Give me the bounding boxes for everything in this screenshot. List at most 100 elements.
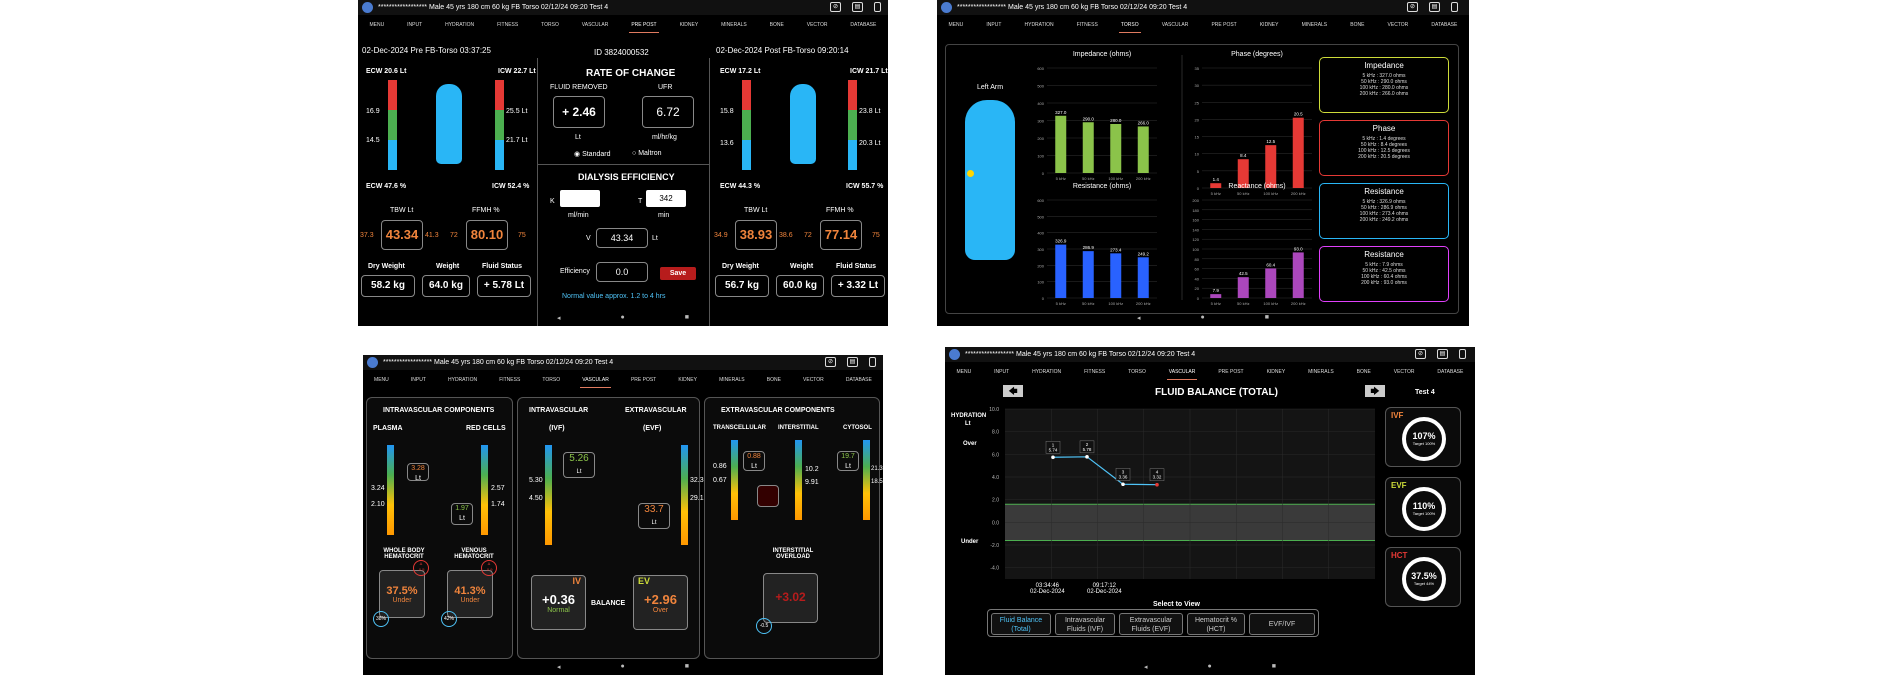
nav-database[interactable]: DATABASE	[1437, 369, 1464, 375]
nav-kidney[interactable]: KIDNEY	[679, 22, 699, 28]
nav-torso[interactable]: TORSO	[1118, 19, 1141, 33]
home-icon[interactable]: ●	[1200, 314, 1205, 321]
nav-torso[interactable]: TORSO	[542, 377, 561, 383]
fluid-removed-value[interactable]: + 2.46	[553, 96, 605, 128]
nav-pre-post[interactable]: PRE POST	[629, 19, 659, 33]
nav-database[interactable]: DATABASE	[845, 377, 872, 383]
evf-value[interactable]: 33.7 Lt	[638, 503, 670, 529]
btn-ivf[interactable]: Intravascular Fluids (IVF)	[1055, 613, 1115, 635]
nav-pre-post[interactable]: PRE POST	[1218, 369, 1244, 375]
nav-bone[interactable]: BONE	[769, 22, 784, 28]
cyto-value[interactable]: 19.7 Lt	[837, 451, 859, 471]
nav-torso[interactable]: TORSO	[541, 22, 559, 28]
radio-maltron[interactable]: ○ Maltron	[632, 150, 662, 157]
eye-off-icon[interactable]: ⊘	[825, 357, 836, 367]
inter-value[interactable]	[757, 485, 779, 507]
pre-weight[interactable]: 64.0 kg	[422, 275, 470, 297]
nav-vector[interactable]: VECTOR	[806, 22, 828, 28]
nav-vascular[interactable]: VASCULAR	[580, 374, 611, 388]
nav-database[interactable]: DATABASE	[850, 22, 877, 28]
nav-bone[interactable]: BONE	[1350, 22, 1365, 28]
post-weight[interactable]: 60.0 kg	[776, 275, 824, 297]
nav-minerals[interactable]: MINERALS	[1301, 22, 1328, 28]
summary-card-impedance[interactable]: Impedance 5 kHz : 327.0 ohms 50 kHz : 290.…	[1319, 57, 1449, 113]
eye-off-icon[interactable]: ⊘	[1407, 2, 1418, 12]
nav-minerals[interactable]: MINERALS	[1308, 369, 1334, 375]
k-input[interactable]	[560, 190, 600, 207]
nav-hydration[interactable]: HYDRATION	[1032, 369, 1062, 375]
nav-input[interactable]: INPUT	[407, 22, 423, 28]
back-icon[interactable]: ◂	[557, 664, 561, 671]
nav-pre-post[interactable]: PRE POST	[1211, 22, 1237, 28]
nav-torso[interactable]: TORSO	[1128, 369, 1146, 375]
nav-menu[interactable]: MENU	[948, 22, 964, 28]
nav-minerals[interactable]: MINERALS	[721, 22, 747, 28]
nav-vector[interactable]: VECTOR	[1393, 369, 1415, 375]
post-fluid-status[interactable]: + 3.32 Lt	[831, 275, 885, 297]
nav-vector[interactable]: VECTOR	[803, 377, 824, 383]
home-icon[interactable]: ●	[620, 314, 625, 321]
save-button[interactable]: Save	[660, 267, 696, 280]
nav-vascular[interactable]: VASCULAR	[1166, 366, 1198, 380]
eye-off-icon[interactable]: ⊘	[830, 2, 841, 12]
red-value[interactable]: 1.97 Lt	[451, 503, 473, 525]
efficiency-value[interactable]: 0.0	[596, 262, 648, 282]
next-arrow-icon[interactable]: 🡆	[1365, 385, 1385, 397]
nav-menu[interactable]: MENU	[369, 22, 385, 28]
post-dry-weight[interactable]: 56.7 kg	[715, 275, 769, 297]
summary-card-phase[interactable]: Phase 5 kHz : 1.4 degrees 50 kHz : 8.4 deg…	[1319, 120, 1449, 176]
home-icon[interactable]: ●	[620, 663, 625, 670]
ivf-value[interactable]: 5.26 Lt	[563, 452, 595, 478]
print-icon[interactable]: ▤	[1429, 2, 1440, 12]
post-title[interactable]: 02-Dec-2024 Post FB-Torso 09:20:14	[716, 46, 849, 55]
plasma-value[interactable]: 3.28 Lt	[407, 463, 429, 482]
back-icon[interactable]: ◂	[1137, 315, 1141, 322]
pre-title[interactable]: 02-Dec-2024 Pre FB-Torso 03:37:25	[362, 46, 491, 55]
prev-arrow-icon[interactable]: 🡄	[1003, 385, 1023, 397]
back-icon[interactable]: ◂	[1144, 664, 1148, 671]
home-icon[interactable]: ●	[1207, 663, 1212, 670]
whb-card[interactable]: 37.5% Under	[379, 570, 425, 618]
nav-fitness[interactable]: FITNESS	[497, 22, 519, 28]
nav-hydration[interactable]: HYDRATION	[448, 377, 478, 383]
nav-input[interactable]: INPUT	[410, 377, 426, 383]
t-input[interactable]: 342	[646, 190, 686, 207]
eye-off-icon[interactable]: ⊘	[1415, 349, 1426, 359]
summary-card-resistance[interactable]: Resistance 5 kHz : 7.9 ohms 50 kHz : 42.5 …	[1319, 246, 1449, 302]
nav-fitness[interactable]: FITNESS	[499, 377, 521, 383]
v-value[interactable]: 43.34	[596, 228, 648, 248]
recents-icon[interactable]: ■	[1264, 314, 1269, 321]
nav-minerals[interactable]: MINERALS	[719, 377, 745, 383]
btn-evf-ivf[interactable]: EVF/IVF	[1249, 613, 1315, 635]
nav-hydration[interactable]: HYDRATION	[445, 22, 475, 28]
nav-kidney[interactable]: KIDNEY	[1259, 22, 1279, 28]
vh-card[interactable]: 41.3% Under	[447, 570, 493, 618]
nav-bone[interactable]: BONE	[1356, 369, 1371, 375]
nav-vascular[interactable]: VASCULAR	[581, 22, 609, 28]
pre-fluid-status[interactable]: + 5.78 Lt	[477, 275, 531, 297]
nav-bone[interactable]: BONE	[766, 377, 781, 383]
ev-balance-card[interactable]: EV +2.96 Over	[633, 575, 688, 630]
nav-input[interactable]: INPUT	[986, 22, 1002, 28]
print-icon[interactable]: ▤	[847, 357, 858, 367]
back-icon[interactable]: ◂	[557, 315, 561, 322]
pre-ffmh-value[interactable]: 80.10	[466, 220, 508, 250]
print-icon[interactable]: ▤	[1437, 349, 1448, 359]
recents-icon[interactable]: ■	[684, 663, 689, 670]
nav-menu[interactable]: MENU	[956, 369, 972, 375]
btn-evf[interactable]: Extravascular Fluids (EVF)	[1119, 613, 1183, 635]
io-card[interactable]: +3.02	[763, 573, 818, 623]
nav-menu[interactable]: MENU	[374, 377, 389, 383]
nav-database[interactable]: DATABASE	[1431, 22, 1458, 28]
nav-pre-post[interactable]: PRE POST	[630, 377, 657, 383]
post-ffmh-value[interactable]: 77.14	[820, 220, 862, 250]
btn-fluid-balance[interactable]: Fluid Balance (Total)	[991, 613, 1051, 635]
pre-tbw-value[interactable]: 43.34	[381, 220, 423, 250]
pre-dry-weight[interactable]: 58.2 kg	[361, 275, 415, 297]
recents-icon[interactable]: ■	[1271, 663, 1276, 670]
nav-kidney[interactable]: KIDNEY	[1266, 369, 1286, 375]
nav-kidney[interactable]: KIDNEY	[678, 377, 697, 383]
summary-card-resistance[interactable]: Resistance 5 kHz : 326.9 ohms 50 kHz : 286…	[1319, 183, 1449, 239]
iv-balance-card[interactable]: IV +0.36 Normal	[531, 575, 586, 630]
nav-hydration[interactable]: HYDRATION	[1024, 22, 1054, 28]
